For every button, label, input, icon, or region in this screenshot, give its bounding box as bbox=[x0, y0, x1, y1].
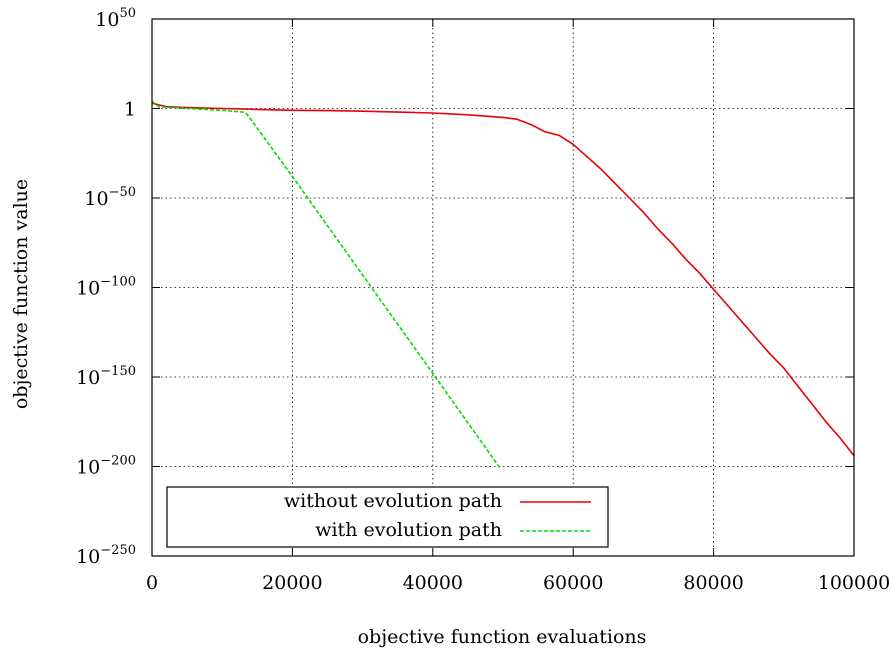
y-tick-label: 1050 bbox=[95, 6, 136, 31]
x-tick-label: 80000 bbox=[683, 572, 743, 594]
legend-label-with-evolution-path: with evolution path bbox=[315, 519, 502, 541]
x-axis-title: objective function evaluations bbox=[358, 626, 647, 648]
y-tick-label: 10−100 bbox=[76, 275, 136, 300]
y-tick-label: 10−150 bbox=[76, 364, 136, 389]
y-tick-label: 10−50 bbox=[84, 185, 136, 210]
series-layer bbox=[151, 100, 855, 469]
y-tick-label: 10−200 bbox=[76, 454, 136, 479]
x-tick-label: 20000 bbox=[262, 572, 322, 594]
series-line-with-evolution-path bbox=[151, 100, 501, 469]
series-line-without-evolution-path bbox=[151, 102, 855, 457]
legend: without evolution path with evolution pa… bbox=[166, 486, 609, 548]
x-tick-label: 100000 bbox=[818, 572, 890, 594]
y-tick-label: 1 bbox=[124, 99, 136, 121]
x-tick-labels: 0 20000 40000 60000 80000 100000 bbox=[146, 572, 890, 594]
y-tick-labels: 1050 1 10−50 10−100 10−150 10−200 10−250 bbox=[76, 6, 136, 568]
x-tick-label: 60000 bbox=[543, 572, 603, 594]
x-tick-label: 0 bbox=[146, 572, 158, 594]
legend-label-without-evolution-path: without evolution path bbox=[284, 490, 502, 512]
legend-box bbox=[166, 486, 609, 548]
y-tick-label: 10−250 bbox=[76, 543, 136, 568]
x-tick-label: 40000 bbox=[403, 572, 463, 594]
ticks bbox=[151, 18, 855, 557]
y-axis-title: objective function value bbox=[10, 179, 32, 409]
grid bbox=[152, 19, 854, 556]
